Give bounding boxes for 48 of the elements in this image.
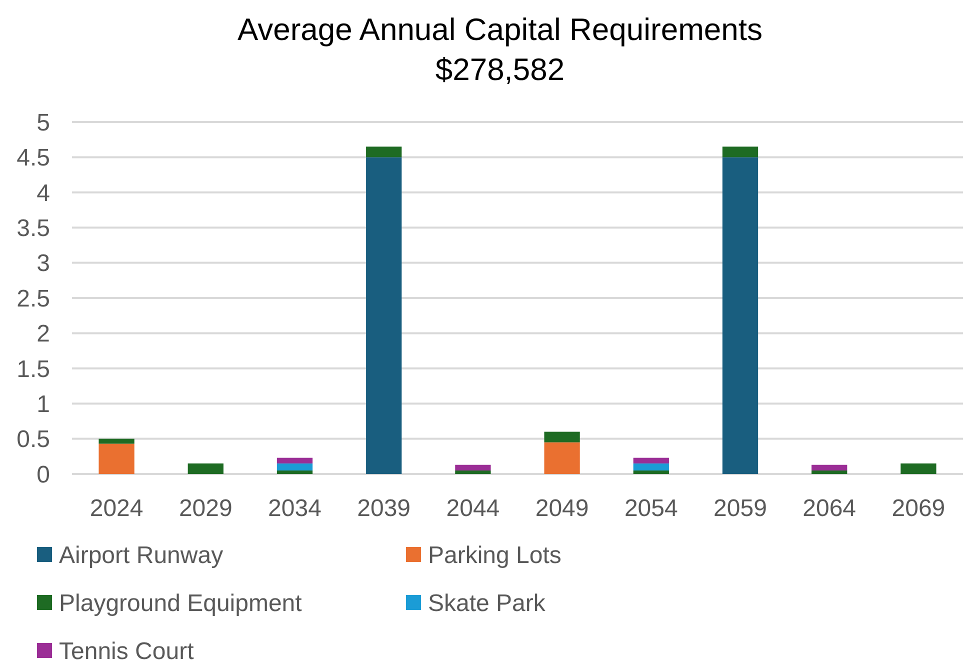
y-tick-label: 1.5 — [16, 356, 50, 383]
bar — [544, 432, 580, 442]
legend-label: Parking Lots — [428, 542, 562, 569]
y-tick-label: 4 — [36, 180, 50, 207]
bar — [722, 157, 758, 474]
bar — [455, 470, 491, 474]
bar — [276, 470, 313, 474]
x-tick-label: 2044 — [446, 495, 500, 522]
x-tick-label: 2029 — [178, 495, 232, 522]
chart-subtitle: $278,582 — [435, 52, 565, 87]
y-tick-label: 5 — [36, 109, 50, 136]
y-tick-label: 0 — [36, 461, 50, 488]
y-tick-label: 2.5 — [16, 285, 50, 312]
bar — [544, 442, 580, 474]
x-tick-label: 2034 — [268, 495, 322, 522]
bar — [366, 146, 402, 158]
legend-label: Skate Park — [428, 590, 546, 617]
y-tick-label: 1 — [36, 391, 50, 418]
bar — [900, 463, 936, 474]
y-tick-label: 4.5 — [16, 144, 50, 172]
chart-title: Average Annual Capital Requirements — [237, 12, 763, 47]
bar — [366, 157, 402, 474]
x-tick-label: 2039 — [357, 495, 411, 522]
bar — [812, 464, 848, 470]
x-tick-label: 2049 — [535, 495, 589, 522]
bar — [633, 470, 669, 474]
legend-label: Playground Equipment — [59, 590, 302, 617]
bar — [276, 463, 313, 470]
y-tick-label: 3 — [36, 250, 50, 278]
bar — [455, 464, 491, 470]
bar — [633, 463, 669, 470]
bar — [812, 470, 848, 474]
bar — [722, 146, 758, 158]
bar — [188, 463, 224, 474]
bar — [633, 458, 669, 464]
x-tick-label: 2059 — [714, 495, 767, 522]
legend-label: Airport Runway — [59, 542, 224, 569]
bar — [98, 438, 134, 444]
y-tick-label: 2 — [36, 320, 50, 348]
y-tick-label: 3.5 — [16, 215, 50, 242]
legend-label: Tennis Court — [59, 638, 194, 665]
x-tick-label: 2069 — [892, 495, 946, 522]
x-tick-label: 2064 — [802, 495, 856, 522]
y-tick-label: 0.5 — [16, 426, 50, 454]
x-tick-label: 2054 — [624, 495, 678, 522]
bar — [276, 458, 313, 464]
x-tick-label: 2024 — [90, 495, 144, 522]
bar — [98, 444, 134, 474]
